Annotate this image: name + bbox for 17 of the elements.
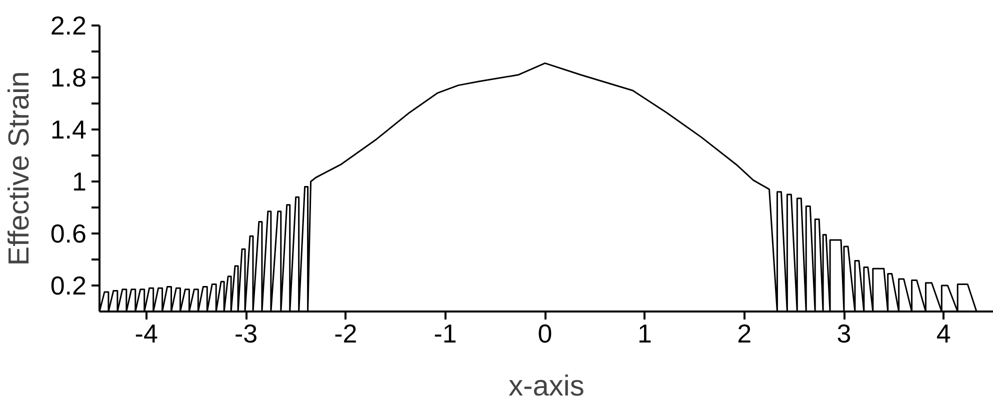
x-tick-label: -2	[334, 318, 358, 348]
x-axis-title: x-axis	[508, 370, 584, 402]
x-tick-label: -1	[434, 318, 457, 348]
x-tick-label: -4	[134, 318, 158, 348]
y-tick-label: 1.4	[50, 114, 87, 144]
x-tick-label: 1	[637, 318, 652, 348]
y-tick-label: 0.2	[50, 270, 87, 300]
y-tick-label: 2.2	[50, 10, 87, 40]
x-tick-label: 3	[836, 318, 852, 348]
y-tick-label: 0.6	[50, 218, 87, 248]
y-axis-title: Effective Strain	[3, 71, 36, 266]
y-tick-label: 1	[72, 166, 87, 196]
x-tick-label: -3	[234, 318, 258, 348]
x-tick-label: 2	[737, 318, 752, 348]
x-tick-label: 4	[936, 318, 951, 348]
y-tick-label: 1.8	[50, 62, 87, 92]
x-tick-label: 0	[538, 318, 552, 348]
